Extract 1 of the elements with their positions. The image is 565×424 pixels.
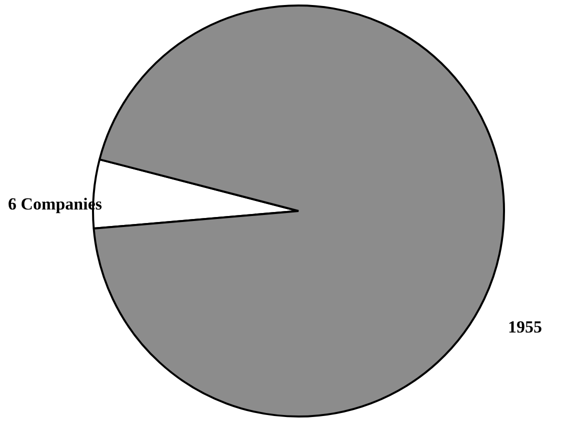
text: 1955	[508, 317, 542, 336]
